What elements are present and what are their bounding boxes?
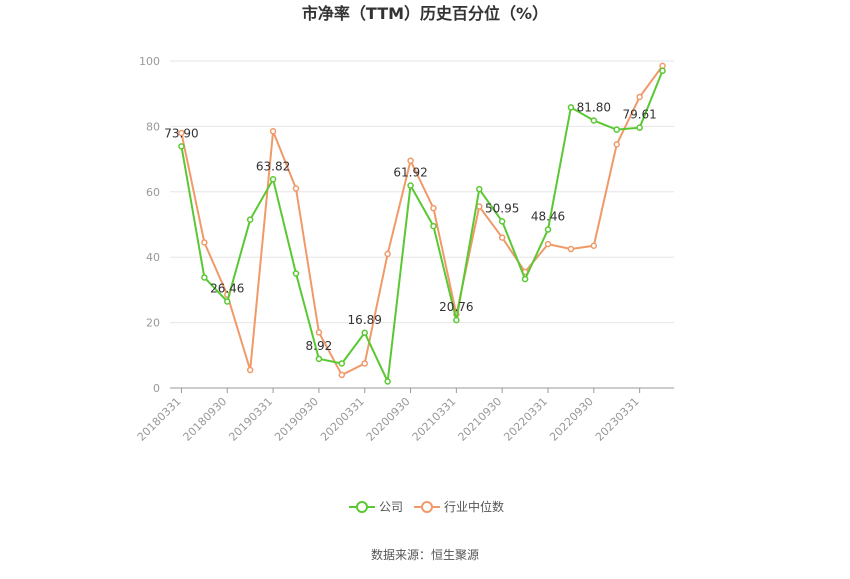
data-label: 48.46 <box>531 210 565 224</box>
data-point[interactable] <box>567 245 575 253</box>
data-point[interactable] <box>292 185 300 192</box>
y-tick-label: 20 <box>146 317 160 330</box>
data-point[interactable] <box>430 222 437 230</box>
data-label: 63.82 <box>256 159 290 173</box>
series-group <box>178 62 666 385</box>
data-point[interactable] <box>590 242 598 250</box>
data-point[interactable] <box>338 371 346 379</box>
legend-label: 公司 <box>379 500 403 514</box>
data-point[interactable] <box>407 157 414 164</box>
y-axis: 0 20 40 60 80 100 <box>139 55 160 395</box>
series-line <box>180 65 664 376</box>
gridlines <box>170 60 674 324</box>
legend-marker-icon <box>421 501 433 513</box>
data-source-note: 数据来源：恒生聚源 <box>371 547 479 562</box>
data-point[interactable] <box>361 329 368 337</box>
data-labels: 73.90 26.46 63.82 8.92 16.89 61.92 20.76 50.95 4… <box>164 101 657 353</box>
data-point[interactable] <box>613 141 620 148</box>
data-point[interactable] <box>246 366 254 374</box>
series-industry-median <box>178 62 666 379</box>
data-label: 8.92 <box>306 339 333 353</box>
data-point[interactable] <box>384 378 391 385</box>
x-tick-label: 20180331 <box>135 395 184 444</box>
data-point[interactable] <box>201 239 208 246</box>
legend-item-company[interactable]: 公司 <box>349 500 403 514</box>
data-label: 26.46 <box>210 281 244 295</box>
data-label: 73.90 <box>164 126 198 140</box>
data-point[interactable] <box>521 275 529 283</box>
x-tick-label: 20210930 <box>456 395 505 444</box>
data-point[interactable] <box>178 143 185 150</box>
data-label: 20.76 <box>439 300 473 314</box>
data-label: 81.80 <box>577 101 611 115</box>
data-point[interactable] <box>430 204 437 212</box>
data-point[interactable] <box>498 218 506 225</box>
x-tick-label: 20180930 <box>181 395 230 444</box>
data-point[interactable] <box>453 316 460 324</box>
y-tick-label: 40 <box>146 251 160 264</box>
data-point[interactable] <box>636 124 643 131</box>
x-tick-label: 20200331 <box>318 395 367 444</box>
data-point[interactable] <box>567 104 575 111</box>
data-point[interactable] <box>246 216 254 223</box>
data-label: 79.61 <box>622 108 656 122</box>
x-tick-label: 20220331 <box>501 395 550 444</box>
legend-item-industry-median[interactable]: 行业中位数 <box>414 499 504 514</box>
x-tick-label: 20220930 <box>547 395 596 444</box>
data-point[interactable] <box>544 226 552 233</box>
data-point[interactable] <box>269 176 277 183</box>
legend-label: 行业中位数 <box>444 499 504 514</box>
data-label: 50.95 <box>485 201 519 215</box>
data-point[interactable] <box>476 185 483 193</box>
x-tick-label: 20190331 <box>226 395 275 444</box>
x-tick-label: 20200930 <box>364 395 413 444</box>
data-point[interactable] <box>407 182 414 189</box>
data-point[interactable] <box>361 360 368 367</box>
data-point[interactable] <box>315 355 323 363</box>
data-point[interactable] <box>544 240 552 248</box>
data-point[interactable] <box>315 329 323 336</box>
legend-marker-icon <box>356 501 368 513</box>
legend[interactable]: 公司 行业中位数 <box>349 499 504 514</box>
chart-title: 市净率（TTM）历史百分位（%） <box>302 4 548 23</box>
x-axis: 2018033120180930201903312019093020200331… <box>135 387 674 444</box>
data-point[interactable] <box>590 117 598 124</box>
y-tick-label: 60 <box>146 186 160 199</box>
data-point[interactable] <box>201 274 208 281</box>
data-label: 61.92 <box>393 166 427 180</box>
data-point[interactable] <box>178 129 185 137</box>
data-point[interactable] <box>292 270 300 277</box>
data-point[interactable] <box>269 128 277 135</box>
y-tick-label: 80 <box>146 120 160 133</box>
y-tick-label: 100 <box>139 55 160 68</box>
data-point[interactable] <box>384 250 391 258</box>
data-point[interactable] <box>613 126 620 133</box>
data-point[interactable] <box>659 67 666 75</box>
x-tick-label: 20190930 <box>272 395 321 444</box>
data-point[interactable] <box>636 93 643 101</box>
data-label: 16.89 <box>348 313 382 327</box>
data-point[interactable] <box>224 298 231 305</box>
x-tick-label: 20210331 <box>410 395 459 444</box>
series-line <box>180 70 664 383</box>
y-tick-label: 0 <box>153 382 160 395</box>
series-company <box>178 67 666 385</box>
data-point[interactable] <box>498 234 506 241</box>
x-tick-label: 20230331 <box>593 395 642 444</box>
data-point[interactable] <box>338 360 346 367</box>
